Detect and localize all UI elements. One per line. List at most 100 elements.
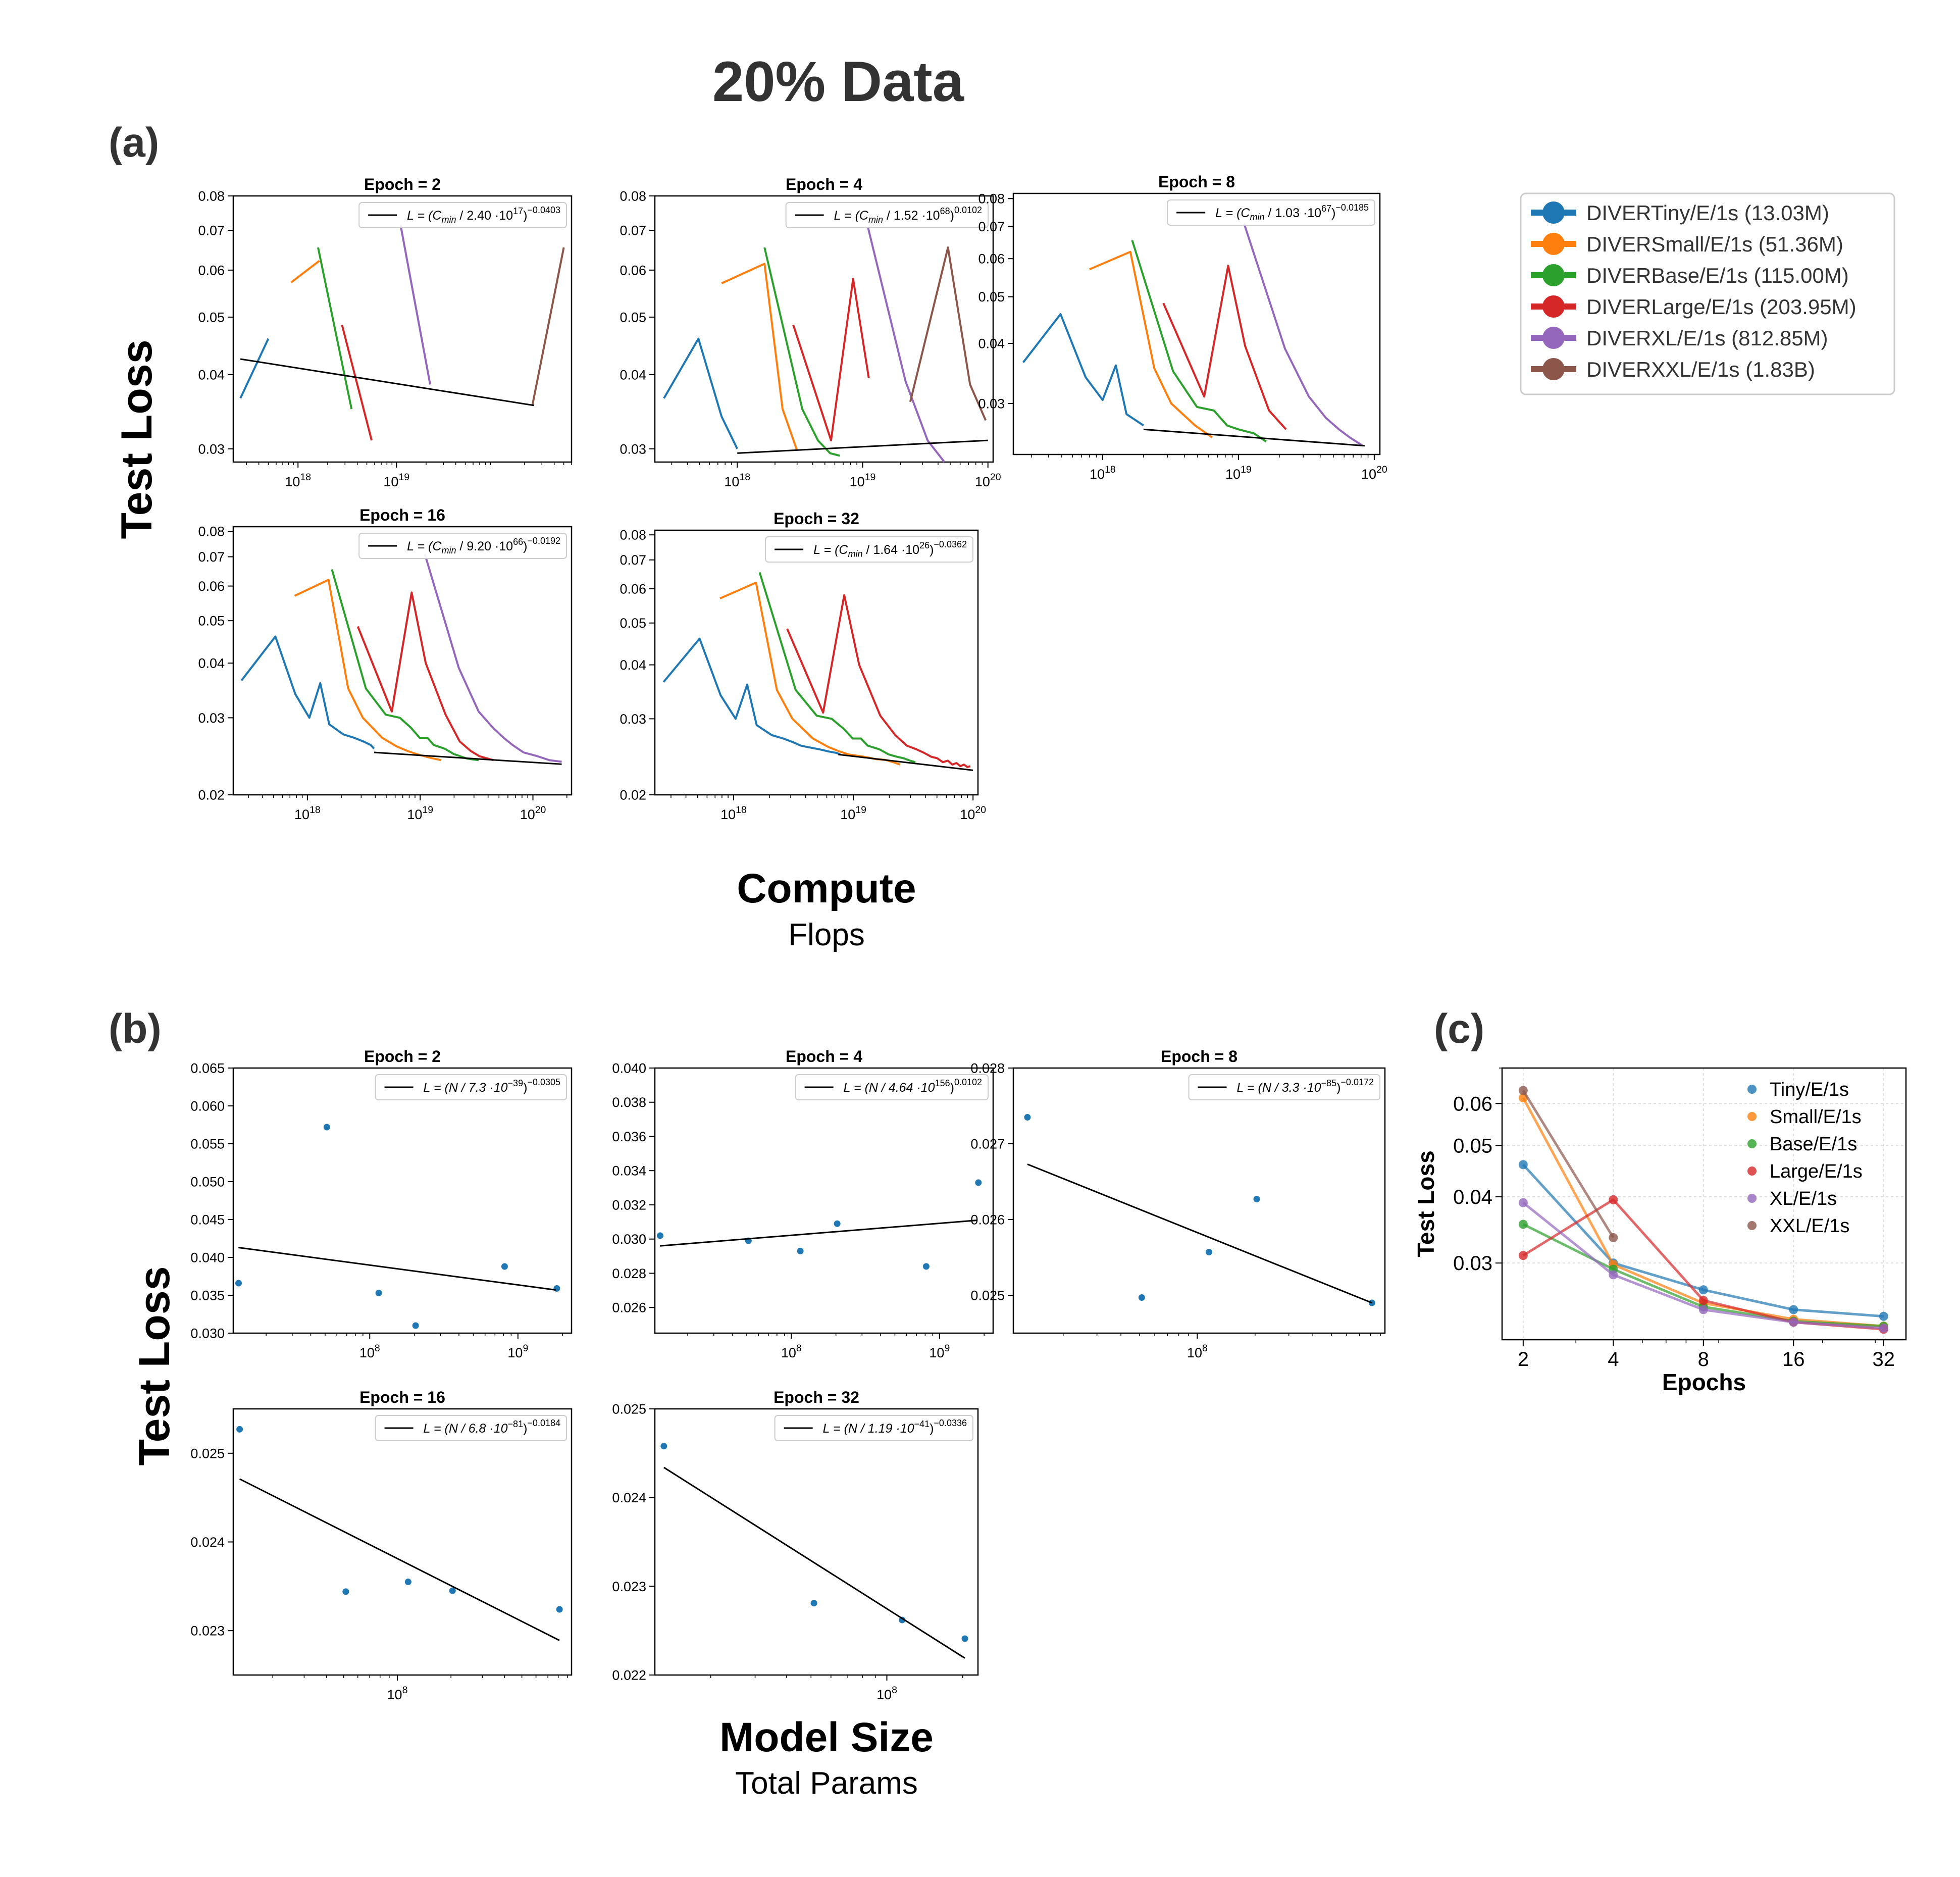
panel-c-ylabel: Test Loss [1413,1150,1439,1257]
axes-frame [232,195,573,463]
fit-line [374,751,562,765]
fit-line [1027,1163,1372,1304]
data-point-xl [1789,1317,1798,1327]
series-line-large [341,325,373,441]
y-tick-label: 0.026 [970,1212,1005,1227]
data-point [660,1443,667,1450]
y-tick-label: 0.03 [198,441,225,456]
subplot-b-e32: Epoch = 32 108 0.022 0.023 0.024 0.025 L = (N … [612,1388,979,1702]
y-tick-label: 0.023 [612,1579,646,1594]
series-line-tiny [662,637,841,755]
x-tick-label: 1020 [1361,464,1387,482]
data-point [899,1616,906,1624]
x-tick-label: 1020 [960,804,986,822]
subplot-title: Epoch = 16 [359,1388,445,1406]
data-point [1024,1114,1031,1121]
fit-legend: L = (Cmin / 2.40 ·1017)−0.0403 [358,202,567,228]
y-tick-label: 0.036 [612,1129,646,1144]
subplot-a-e2: Epoch = 2 1018 1019 0.03 0.04 0.05 0.06 0.07 0.0… [198,175,573,489]
y-tick-label: 0.024 [612,1490,646,1505]
series-line-small [290,260,320,283]
y-tick-label: 0.055 [190,1136,225,1151]
subplot-title: Epoch = 2 [364,175,441,193]
fit-line [660,1219,977,1247]
y-tick-label: 0.045 [190,1212,225,1227]
y-tick-label: 0.026 [612,1300,646,1315]
subplot-title: Epoch = 16 [359,506,445,524]
legend-label-base: Base/E/1s [1770,1134,1857,1155]
fit-legend-label: L = (N / 6.8 ·10−81)−0.0184 [424,1418,560,1436]
figure-title: 20% Data [712,50,964,113]
x-tick-label: 1018 [294,804,321,822]
x-tick-label: 1018 [720,804,747,822]
data-point [404,1579,411,1586]
fit-legend-label: L = (Cmin / 9.20 ·1066)−0.0192 [407,536,560,555]
fit-line [838,753,973,771]
y-tick-label: 0.023 [190,1624,225,1639]
x-tick-label: 108 [781,1343,802,1360]
subplot-title: Epoch = 8 [1158,173,1235,191]
panel-c-label: (c) [1434,1006,1484,1052]
series-line-xl [866,226,946,463]
y-tick-label: 0.08 [978,191,1005,207]
data-point-tiny [1879,1311,1888,1321]
panel-a-legend: DIVERTiny/E/1s (13.03M) DIVERSmall/E/1s (… [1520,192,1895,395]
series-line-xxl [909,246,987,421]
y-tick-label: 0.030 [612,1232,646,1247]
y-tick-label: 0.06 [978,251,1005,267]
axes-frame [654,195,994,463]
y-tick-label: 0.025 [612,1401,646,1416]
legend-box [1520,192,1895,395]
axes-frame [1012,192,1381,455]
data-point [797,1247,804,1254]
y-tick-label: 0.06 [620,581,646,596]
y-tick-label: 0.06 [198,579,225,594]
y-tick-label: 0.04 [1453,1186,1492,1208]
series-line-large [792,278,870,442]
fit-legend-box [358,533,567,559]
y-tick-label: 0.04 [620,657,646,673]
subplot-title: Epoch = 32 [773,1388,859,1406]
y-tick-label: 0.07 [620,223,646,238]
series-line-xl [424,553,562,763]
y-tick-label: 0.040 [612,1060,646,1076]
legend-marker-large [1747,1166,1757,1176]
series-line-tiny [240,635,375,749]
legend-label-tiny: DIVERTiny/E/1s (13.03M) [1586,201,1829,225]
x-tick-label: 1020 [520,804,546,822]
fit-line [239,1478,560,1641]
series-line-base [1131,240,1267,443]
y-tick-label: 0.04 [198,656,225,671]
axes-frame [1501,1067,1907,1341]
subplot-b-e8: Epoch = 8 108 0.025 0.026 0.027 0.028 L = (N /… [970,1047,1386,1360]
y-tick-label: 0.05 [620,616,646,631]
series-line-base [758,572,916,764]
y-tick-label: 0.04 [198,367,225,382]
data-point [449,1587,456,1594]
y-tick-label: 0.02 [198,787,225,802]
panel-b-xsublabel: Total Params [735,1766,918,1801]
data-point [922,1263,930,1270]
y-tick-label: 0.028 [970,1060,1005,1076]
data-point [975,1179,982,1186]
data-point-tiny [1518,1160,1528,1170]
data-point [961,1635,968,1642]
y-tick-label: 0.050 [190,1174,225,1189]
data-point-large [1698,1296,1708,1305]
y-tick-label: 0.08 [620,188,646,204]
x-tick-label: 108 [387,1685,408,1702]
legend-marker-xxl [1542,358,1565,380]
legend-label-xl: DIVERXL/E/1s (812.85M) [1586,326,1828,350]
data-point-xxl [1609,1233,1618,1242]
panel-a-label: (a) [109,120,159,166]
y-tick-label: 0.030 [190,1326,225,1341]
y-tick-label: 0.05 [198,614,225,629]
data-point [323,1124,330,1131]
fit-legend: L = (Cmin / 9.20 ·1066)−0.0192 [358,533,567,559]
panel-c-legend: Tiny/E/1s Small/E/1s Base/E/1s Large/E/1s XL… [1747,1079,1863,1237]
x-tick-label: 108 [876,1685,897,1702]
legend-label-xxl: DIVERXXL/E/1s (1.83B) [1586,358,1815,381]
data-point [553,1285,560,1292]
legend-marker-tiny [1542,201,1565,224]
